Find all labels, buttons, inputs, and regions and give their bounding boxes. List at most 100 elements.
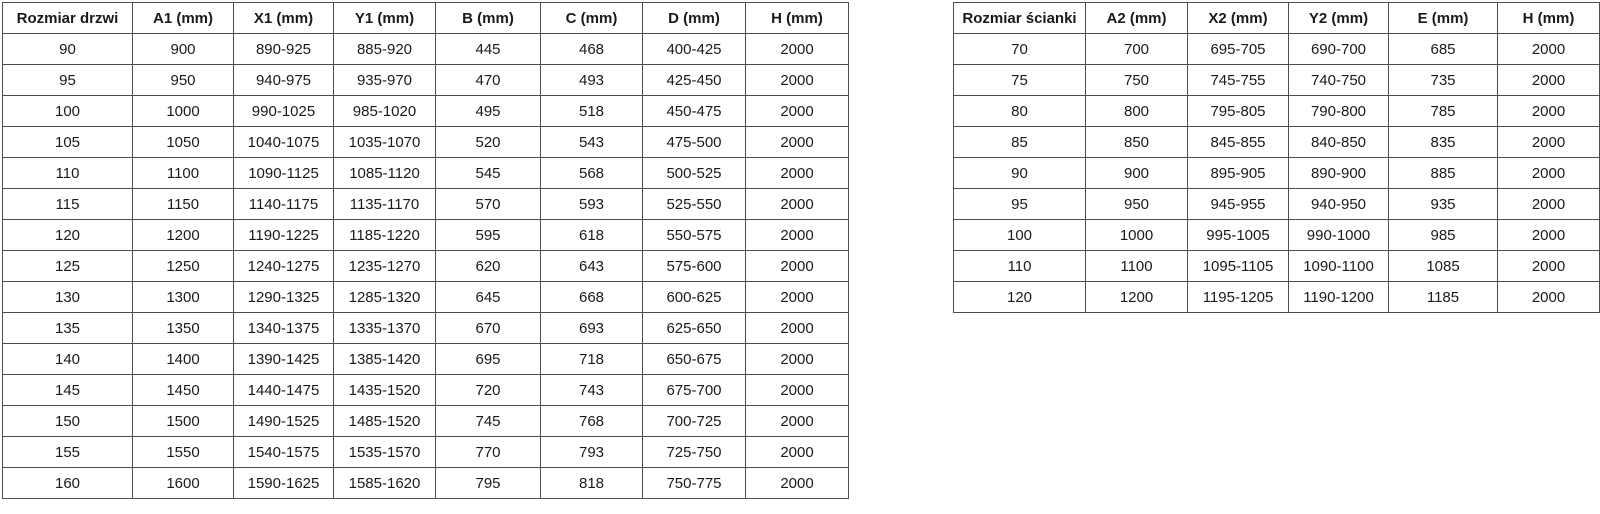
table-row: 95 950 940-975 935-970 470 493 425-450 2000 <box>2 64 849 96</box>
table-row: 75 750 745-755 740-750 735 2000 <box>953 64 1600 96</box>
table-cell: 2000 <box>1497 219 1600 251</box>
table-row: 145 1450 1440-1475 1435-1520 720 743 675-700 20… <box>2 374 849 406</box>
table-cell: 570 <box>435 188 541 220</box>
table-cell: 743 <box>540 374 643 406</box>
table-cell: 693 <box>540 312 643 344</box>
table-cell: 1150 <box>132 188 234 220</box>
table-row: 110 1100 1095-1105 1090-1100 1085 2000 <box>953 250 1600 282</box>
table-cell: 85 <box>953 126 1086 158</box>
header-row: Rozmiar drzwi A1 (mm) X1 (mm) Y1 (mm) B (mm)… <box>2 2 849 34</box>
table-cell: 95 <box>953 188 1086 220</box>
table-cell: 625-650 <box>642 312 746 344</box>
table-cell: 1340-1375 <box>233 312 334 344</box>
table-cell: 1350 <box>132 312 234 344</box>
table-cell: 1190-1225 <box>233 219 334 251</box>
table-cell: 618 <box>540 219 643 251</box>
table-cell: 1000 <box>1085 219 1188 251</box>
table-cell: 835 <box>1388 126 1498 158</box>
table-cell: 1500 <box>132 405 234 437</box>
door-size-table: Rozmiar drzwi A1 (mm) X1 (mm) Y1 (mm) B (mm)… <box>2 2 849 499</box>
table-cell: 120 <box>2 219 133 251</box>
table-cell: 785 <box>1388 95 1498 127</box>
header-cell: Y2 (mm) <box>1288 2 1389 34</box>
table-cell: 470 <box>435 64 541 96</box>
table-cell: 2000 <box>745 281 849 313</box>
table-cell: 520 <box>435 126 541 158</box>
table-cell: 2000 <box>1497 95 1600 127</box>
table-cell: 1085 <box>1388 250 1498 282</box>
header-cell: A2 (mm) <box>1085 2 1188 34</box>
table-cell: 1450 <box>132 374 234 406</box>
table-cell: 1390-1425 <box>233 343 334 375</box>
table-cell: 1195-1205 <box>1187 281 1289 313</box>
table-cell: 620 <box>435 250 541 282</box>
table-cell: 1590-1625 <box>233 467 334 499</box>
table-cell: 890-900 <box>1288 157 1389 189</box>
table-cell: 2000 <box>745 467 849 499</box>
table-cell: 1085-1120 <box>333 157 436 189</box>
table-cell: 593 <box>540 188 643 220</box>
table-cell: 1190-1200 <box>1288 281 1389 313</box>
table-cell: 750-775 <box>642 467 746 499</box>
table-cell: 745-755 <box>1187 64 1289 96</box>
table-cell: 768 <box>540 405 643 437</box>
table-row: 110 1100 1090-1125 1085-1120 545 568 500-525 20… <box>2 157 849 189</box>
table-cell: 675-700 <box>642 374 746 406</box>
table-cell: 1185-1220 <box>333 219 436 251</box>
table-cell: 690-700 <box>1288 33 1389 65</box>
table-cell: 1250 <box>132 250 234 282</box>
table-cell: 140 <box>2 343 133 375</box>
table-cell: 1035-1070 <box>333 126 436 158</box>
table-cell: 1040-1075 <box>233 126 334 158</box>
table-cell: 1490-1525 <box>233 405 334 437</box>
table-cell: 645 <box>435 281 541 313</box>
table-cell: 940-950 <box>1288 188 1389 220</box>
table-cell: 445 <box>435 33 541 65</box>
header-cell: E (mm) <box>1388 2 1498 34</box>
table-cell: 718 <box>540 343 643 375</box>
header-cell: H (mm) <box>745 2 849 34</box>
table-cell: 900 <box>1085 157 1188 189</box>
table-cell: 2000 <box>1497 250 1600 282</box>
table-cell: 160 <box>2 467 133 499</box>
table-cell: 575-600 <box>642 250 746 282</box>
table-cell: 745 <box>435 405 541 437</box>
table-cell: 985 <box>1388 219 1498 251</box>
table-cell: 2000 <box>1497 281 1600 313</box>
table-row: 120 1200 1195-1205 1190-1200 1185 2000 <box>953 281 1600 313</box>
table-cell: 2000 <box>745 219 849 251</box>
table-cell: 885 <box>1388 157 1498 189</box>
header-row: Rozmiar ścianki A2 (mm) X2 (mm) Y2 (mm) E (m… <box>953 2 1600 34</box>
table-cell: 1290-1325 <box>233 281 334 313</box>
table-cell: 2000 <box>1497 33 1600 65</box>
table-row: 90 900 890-925 885-920 445 468 400-425 2000 <box>2 33 849 65</box>
table-cell: 720 <box>435 374 541 406</box>
table-cell: 100 <box>953 219 1086 251</box>
table-cell: 850 <box>1085 126 1188 158</box>
table-cell: 493 <box>540 64 643 96</box>
table-cell: 950 <box>132 64 234 96</box>
table-cell: 80 <box>953 95 1086 127</box>
table-cell: 125 <box>2 250 133 282</box>
table-cell: 2000 <box>745 95 849 127</box>
table-cell: 793 <box>540 436 643 468</box>
table-cell: 935 <box>1388 188 1498 220</box>
header-cell: X2 (mm) <box>1187 2 1289 34</box>
table-cell: 1535-1570 <box>333 436 436 468</box>
table-cell: 1240-1275 <box>233 250 334 282</box>
table-cell: 770 <box>435 436 541 468</box>
table-cell: 475-500 <box>642 126 746 158</box>
table-row: 130 1300 1290-1325 1285-1320 645 668 600-625 20… <box>2 281 849 313</box>
table-cell: 845-855 <box>1187 126 1289 158</box>
table-cell: 110 <box>953 250 1086 282</box>
table-cell: 2000 <box>745 126 849 158</box>
table-cell: 2000 <box>745 374 849 406</box>
table-cell: 1485-1520 <box>333 405 436 437</box>
table-cell: 2000 <box>1497 157 1600 189</box>
table-cell: 840-850 <box>1288 126 1389 158</box>
table-cell: 1200 <box>1085 281 1188 313</box>
header-cell: C (mm) <box>540 2 643 34</box>
table-cell: 1235-1270 <box>333 250 436 282</box>
table-cell: 1100 <box>1085 250 1188 282</box>
table-cell: 2000 <box>745 250 849 282</box>
